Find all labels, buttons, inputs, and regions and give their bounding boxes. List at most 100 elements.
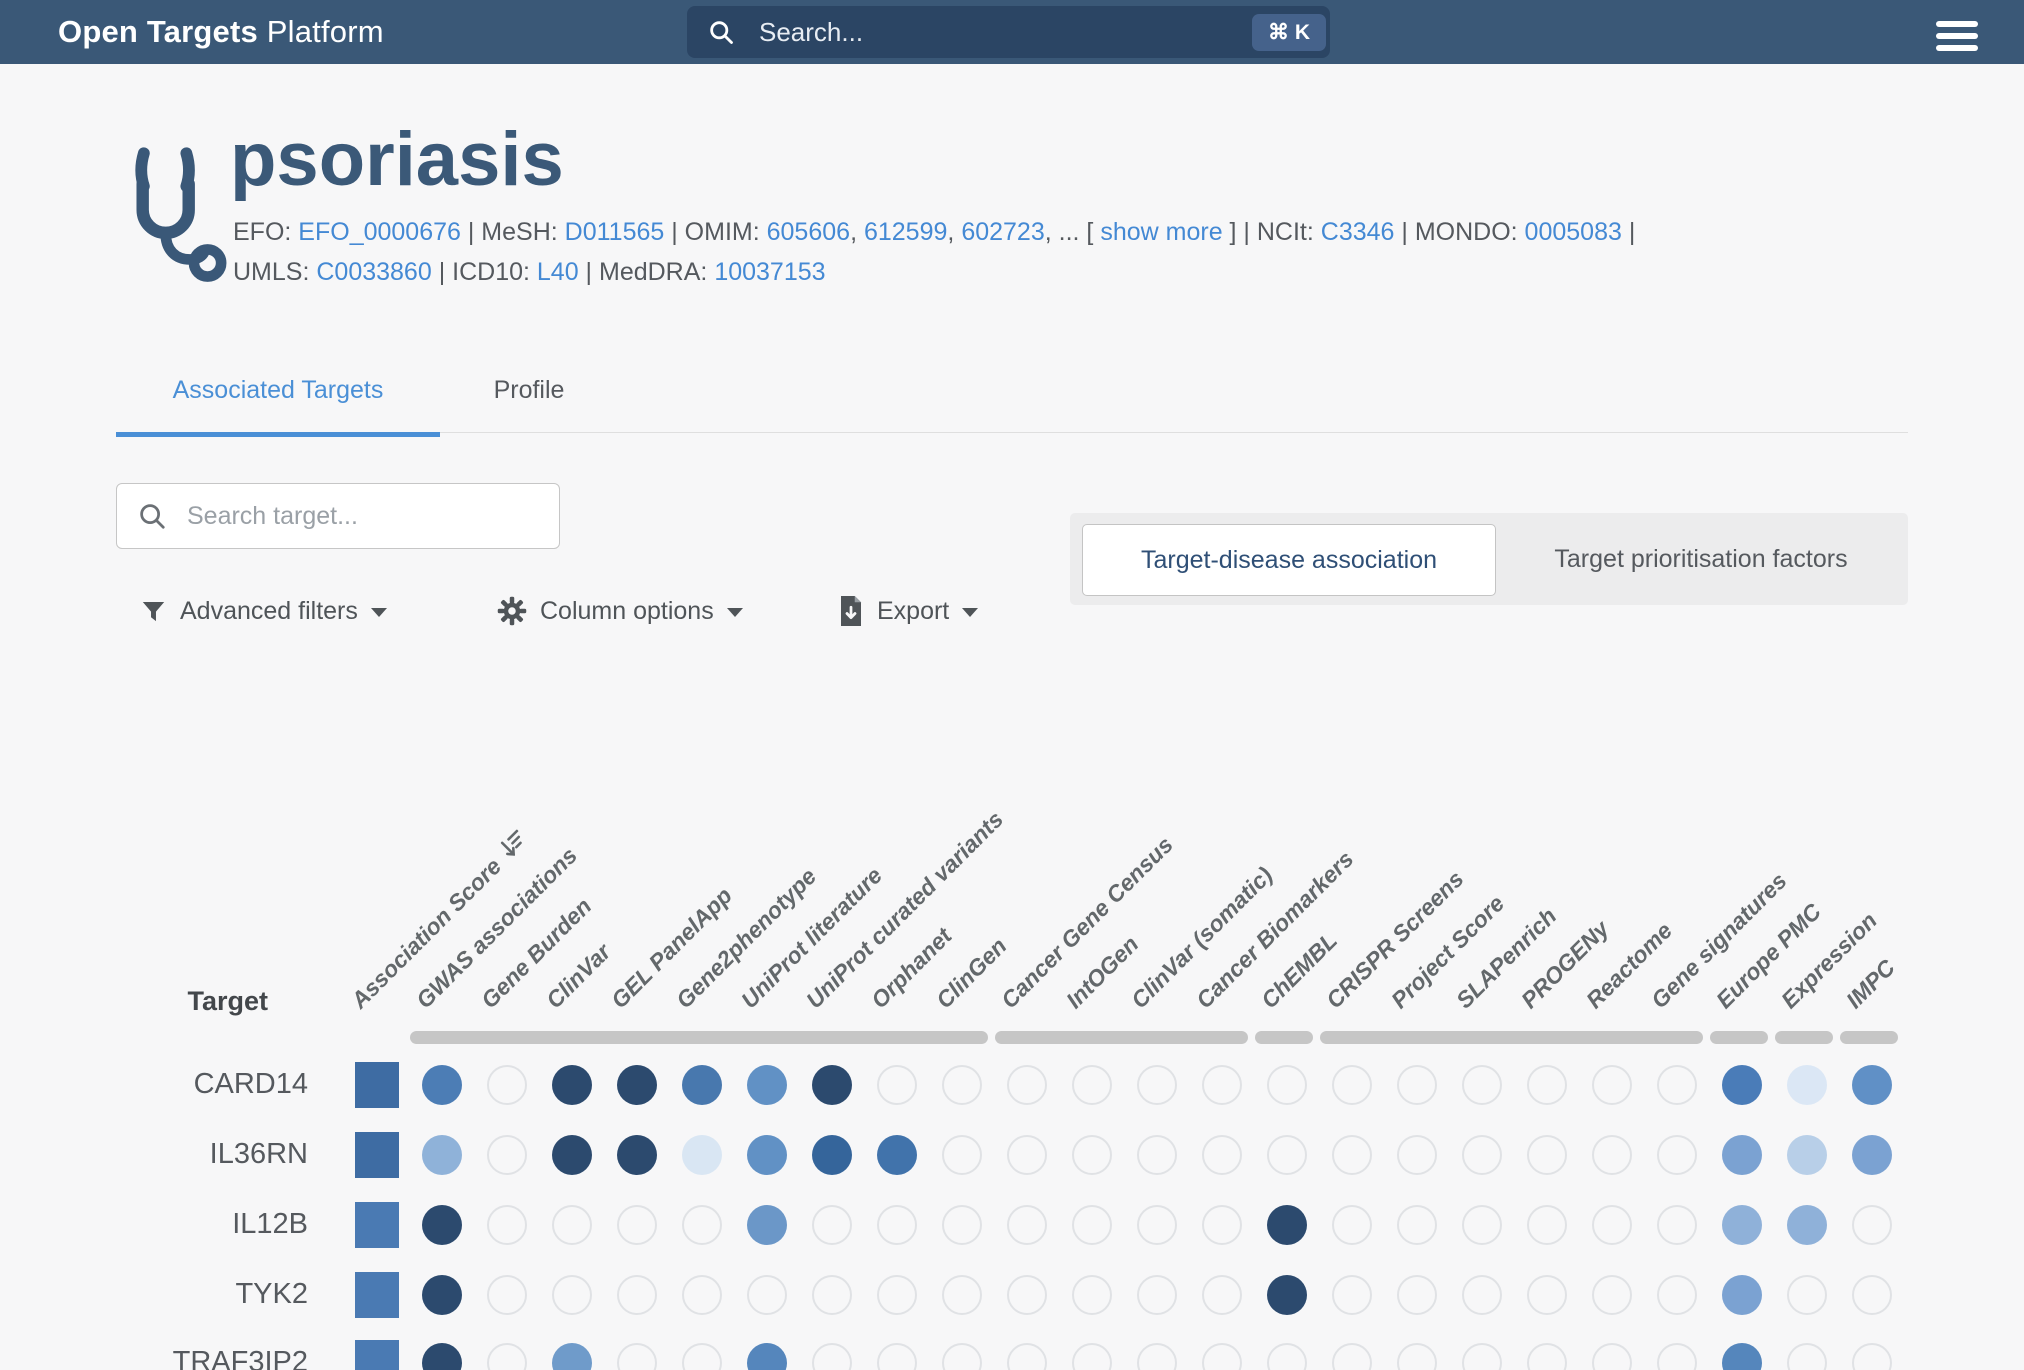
cell-traf3ip2-gene-signatures (1657, 1343, 1697, 1370)
cell-traf3ip2-project-score (1397, 1343, 1437, 1370)
cell-tyk2-project-score (1397, 1275, 1437, 1315)
cell-traf3ip2-cancer-gene-census (1007, 1343, 1047, 1370)
cell-card14-cancer-gene-census (1007, 1065, 1047, 1105)
cell-il12b-chembl[interactable] (1267, 1205, 1307, 1245)
cell-il36rn-gene-signatures (1657, 1135, 1697, 1175)
target-row-label-il36rn[interactable]: IL36RN (209, 1138, 308, 1170)
target-row-label-tyk2[interactable]: TYK2 (235, 1278, 308, 1310)
column-options-button[interactable]: Column options (497, 588, 743, 634)
cell-card14-gwas-associations[interactable] (422, 1065, 462, 1105)
cell-card14-association-score[interactable] (355, 1062, 399, 1108)
toggle-target-prioritisation-factors[interactable]: Target prioritisation factors (1554, 544, 1848, 573)
cell-il36rn-uniprot-literature[interactable] (747, 1135, 787, 1175)
cell-il36rn-gwas-associations[interactable] (422, 1135, 462, 1175)
advanced-filters-label: Advanced filters (180, 596, 358, 625)
toggle-target-disease-association[interactable]: Target-disease association (1082, 524, 1496, 596)
cell-card14-gene2phenotype[interactable] (682, 1065, 722, 1105)
brand-bold: Open Targets (58, 14, 258, 49)
cell-il36rn-europe-pmc[interactable] (1722, 1135, 1762, 1175)
cell-traf3ip2-gwas-associations[interactable] (422, 1343, 462, 1370)
cell-il12b-expression[interactable] (1787, 1205, 1827, 1245)
cell-tyk2-uniprot-curated-variants (812, 1275, 852, 1315)
xref-link[interactable]: C3346 (1320, 218, 1395, 246)
cell-il12b-association-score[interactable] (355, 1202, 399, 1248)
xrefs-line-1: EFO: EFO_0000676 | MeSH: D011565 | OMIM:… (233, 212, 1913, 252)
advanced-filters-button[interactable]: Advanced filters (140, 588, 387, 634)
xref-link[interactable]: D011565 (564, 218, 665, 246)
cell-il36rn-uniprot-curated-variants[interactable] (812, 1135, 852, 1175)
datatype-group-bar (1710, 1031, 1768, 1044)
cell-card14-uniprot-literature[interactable] (747, 1065, 787, 1105)
keyboard-shortcut-badge[interactable]: ⌘ K (1252, 14, 1326, 51)
cell-tyk2-cancer-biomarkers (1202, 1275, 1242, 1315)
cell-traf3ip2-europe-pmc[interactable] (1722, 1343, 1762, 1370)
xref-link[interactable]: 602723 (961, 218, 1045, 246)
tab-associated-targets[interactable]: Associated Targets (116, 348, 440, 437)
cell-traf3ip2-impc (1852, 1343, 1892, 1370)
xref-link[interactable]: 10037153 (714, 258, 826, 286)
cell-il36rn-project-score (1397, 1135, 1437, 1175)
xref-link[interactable]: EFO_0000676 (298, 218, 461, 246)
cell-card14-clinvar[interactable] (552, 1065, 592, 1105)
cell-traf3ip2-uniprot-literature[interactable] (747, 1343, 787, 1370)
cell-il12b-impc (1852, 1205, 1892, 1245)
cell-il12b-uniprot-literature[interactable] (747, 1205, 787, 1245)
cell-tyk2-intogen (1072, 1275, 1112, 1315)
target-column-header: Target (187, 986, 268, 1016)
cell-card14-uniprot-curated-variants[interactable] (812, 1065, 852, 1105)
disease-stethoscope-icon (112, 146, 230, 287)
export-button[interactable]: Export (838, 588, 979, 634)
brand-logo[interactable]: Open Targets Platform (58, 0, 384, 64)
cell-il36rn-gel-panelapp[interactable] (617, 1135, 657, 1175)
cell-il12b-gwas-associations[interactable] (422, 1205, 462, 1245)
target-search-input[interactable]: Search target... (116, 483, 560, 549)
cell-il36rn-gene2phenotype[interactable] (682, 1135, 722, 1175)
xref-link[interactable]: 0005083 (1524, 218, 1622, 246)
filter-funnel-icon (142, 601, 165, 621)
global-search-box[interactable]: Search... ⌘ K (687, 6, 1330, 58)
chevron-down-icon (370, 608, 387, 617)
cell-tyk2-europe-pmc[interactable] (1722, 1275, 1762, 1315)
cell-il36rn-progeny (1527, 1135, 1567, 1175)
cell-il36rn-association-score[interactable] (355, 1132, 399, 1178)
cell-card14-impc[interactable] (1852, 1065, 1892, 1105)
cell-traf3ip2-clinvar[interactable] (552, 1343, 592, 1370)
cell-il12b-gene-burden (487, 1205, 527, 1245)
cell-il36rn-expression[interactable] (1787, 1135, 1827, 1175)
cell-tyk2-impc (1852, 1275, 1892, 1315)
cell-il36rn-orphanet[interactable] (877, 1135, 917, 1175)
xref-link[interactable]: C0033860 (316, 258, 432, 286)
cell-card14-crispr-screens (1332, 1065, 1372, 1105)
xref-link[interactable]: 605606 (766, 218, 851, 246)
cell-tyk2-association-score[interactable] (355, 1272, 399, 1318)
column-header-label: Project Score (1385, 890, 1510, 1014)
datatype-group-bar (1255, 1031, 1313, 1044)
cell-card14-expression[interactable] (1787, 1065, 1827, 1105)
tab-profile[interactable]: Profile (493, 375, 565, 404)
cell-tyk2-gwas-associations[interactable] (422, 1275, 462, 1315)
cell-card14-cancer-biomarkers (1202, 1065, 1242, 1105)
xref-link[interactable]: show more (1100, 218, 1223, 246)
cell-il36rn-clinvar[interactable] (552, 1135, 592, 1175)
target-row-label-il12b[interactable]: IL12B (232, 1208, 308, 1240)
sort-descending-icon (500, 829, 522, 856)
cell-il12b-project-score (1397, 1205, 1437, 1245)
cell-card14-europe-pmc[interactable] (1722, 1065, 1762, 1105)
hamburger-menu-icon[interactable] (1936, 21, 1978, 51)
xref-link[interactable]: L40 (536, 258, 579, 286)
cell-il36rn-impc[interactable] (1852, 1135, 1892, 1175)
cell-il12b-uniprot-curated-variants (812, 1205, 852, 1245)
cell-il12b-europe-pmc[interactable] (1722, 1205, 1762, 1245)
cell-traf3ip2-expression (1787, 1343, 1827, 1370)
xref-link[interactable]: 612599 (863, 218, 948, 246)
cell-card14-gel-panelapp[interactable] (617, 1065, 657, 1105)
target-row-label-traf3ip2[interactable]: TRAF3IP2 (172, 1346, 308, 1370)
xref-text: ] | NCIt: (1222, 218, 1321, 246)
target-row-label-card14[interactable]: CARD14 (193, 1068, 308, 1100)
cell-il36rn-slapenrich (1462, 1135, 1502, 1175)
cell-traf3ip2-association-score[interactable] (355, 1340, 399, 1370)
cell-il12b-slapenrich (1462, 1205, 1502, 1245)
cell-il36rn-gene-burden (487, 1135, 527, 1175)
cell-tyk2-chembl[interactable] (1267, 1275, 1307, 1315)
column-options-label: Column options (540, 596, 714, 625)
